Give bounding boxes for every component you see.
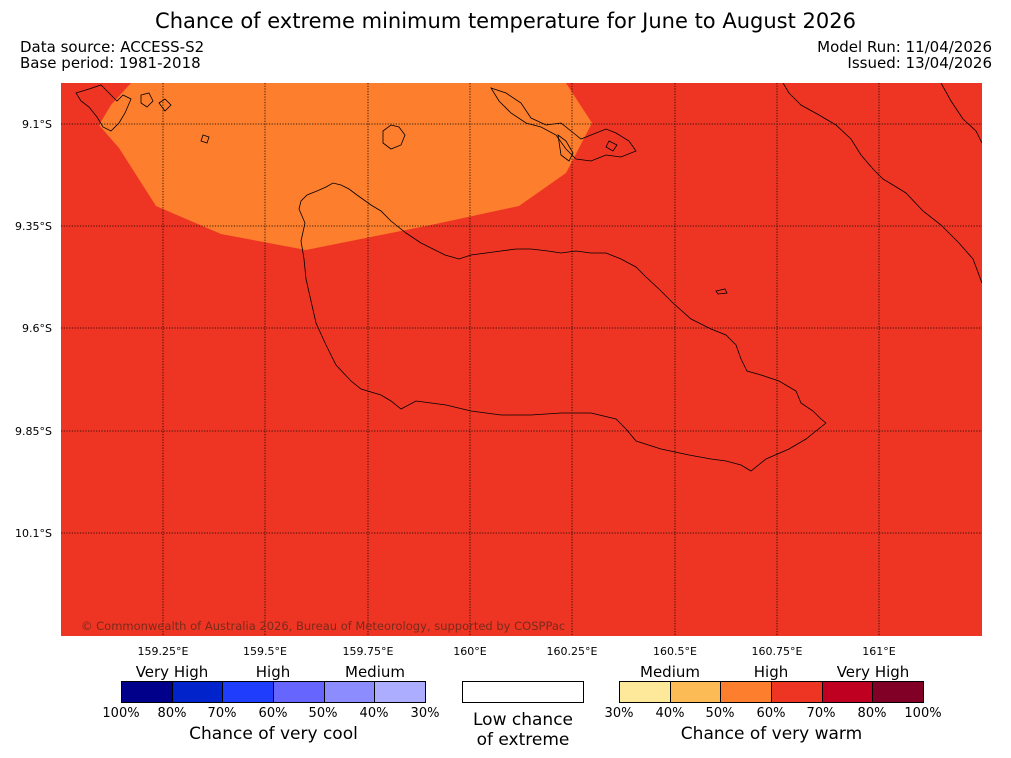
forecast-map: © Commonwealth of Australia 2026, Bureau… [61,83,982,636]
warm-tick: 70% [806,706,836,721]
lon-label: 161°E [862,645,896,658]
coastline-russell-islands [75,84,132,132]
warm-caption: Chance of very warm [680,724,863,744]
data-source: Data source: ACCESS-S2 [20,38,205,56]
coastline-malaita [782,83,982,284]
base-period: Base period: 1981-2018 [20,54,201,72]
warm-swatch-3 [721,682,773,702]
warm-category-high: High [753,663,789,681]
cool-swatch-4 [274,682,325,702]
cool-swatch-2 [172,682,224,702]
coastline-savo [382,124,406,150]
lon-label: 160.75°E [751,645,803,658]
coastline-malaita-east [940,83,982,144]
cool-tick: 50% [308,706,338,721]
cool-tick: 70% [207,706,237,721]
lat-label: 10.1°S [15,527,52,540]
cool-tick: 60% [258,706,288,721]
lon-label: 159.5°E [243,645,287,658]
coastline-north-islands [490,87,637,162]
warm-tick: 80% [857,706,887,721]
medium-chance-region [99,83,592,250]
coastline-islet-a [557,134,574,162]
low-chance-line2: of extreme [476,730,570,750]
cool-category-medium: Medium [345,663,405,681]
low-chance-swatch [462,681,584,703]
warm-tick: 30% [604,706,634,721]
warm-swatch-6 [873,682,924,702]
run-info: Model Run: 11/04/2026 Issued: 13/04/2026 [817,39,992,71]
low-chance-caption: Low chance of extreme [443,710,603,750]
coastline-islet-f [715,288,728,295]
lon-label: 160.25°E [546,645,598,658]
warm-swatch-1 [620,682,671,702]
warm-swatch-4 [772,682,823,702]
lon-label: 160.5°E [653,645,697,658]
warm-colorbar [619,681,924,703]
lon-label: 159.25°E [137,645,189,658]
cool-tick: 80% [157,706,187,721]
lat-label: 9.35°S [15,220,52,233]
lon-label: 160°E [453,645,487,658]
graticule [61,83,982,636]
warm-category-very-high: Very High [836,663,910,681]
cool-tick: 40% [359,706,389,721]
copyright-notice: © Commonwealth of Australia 2026, Bureau… [81,619,565,633]
low-chance-line1: Low chance [473,710,573,730]
warm-category-medium: Medium [640,663,700,681]
coastline-islet-b [605,140,618,152]
issued-date: Issued: 13/04/2026 [847,54,992,72]
lon-label: 159.75°E [342,645,394,658]
lat-label: 9.1°S [22,118,52,131]
cool-swatch-1 [122,682,173,702]
map-title: Chance of extreme minimum temperature fo… [155,9,856,33]
coastline-islet-e [200,134,210,144]
cool-swatch-5 [324,682,376,702]
coastline-main-island [298,182,827,472]
warm-swatch-5 [822,682,874,702]
lat-label: 9.85°S [15,425,52,438]
warm-tick: 40% [655,706,685,721]
warm-tick: 50% [705,706,735,721]
lat-label: 9.6°S [22,322,52,335]
source-info: Data source: ACCESS-S2 Base period: 1981… [20,39,204,71]
warm-tick: 60% [756,706,786,721]
cool-category-very-high: Very High [135,663,209,681]
cool-caption: Chance of very cool [189,724,358,744]
cool-tick: 100% [102,706,140,721]
cool-category-high: High [255,663,291,681]
cool-tick: 30% [410,706,440,721]
coastline-islet-c [140,92,154,108]
model-run: Model Run: 11/04/2026 [817,38,992,56]
warm-swatch-2 [670,682,722,702]
cool-swatch-6 [375,682,426,702]
warm-tick: 100% [904,706,942,721]
cool-swatch-3 [223,682,275,702]
cool-colorbar [121,681,426,703]
